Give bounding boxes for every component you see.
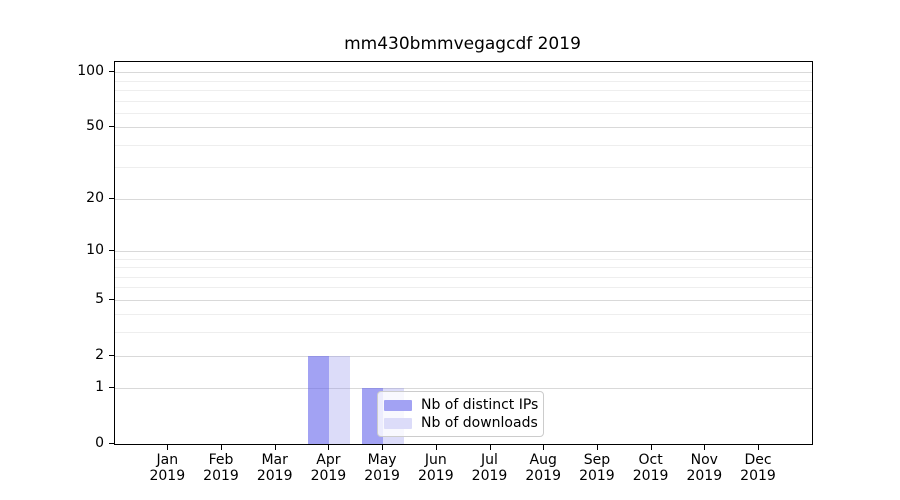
y-gridline-minor xyxy=(115,167,812,169)
legend-item-distinct-ips: Nb of distinct IPs xyxy=(384,396,543,414)
x-tick-label: Apr 2019 xyxy=(300,452,356,484)
x-tick-label-line: Aug xyxy=(529,452,557,468)
x-tick xyxy=(489,445,491,450)
y-tick xyxy=(109,387,114,389)
x-tick-label: Sep 2019 xyxy=(569,452,625,484)
x-tick-label-line: Jul xyxy=(481,452,498,468)
x-tick-label-line: Sep xyxy=(583,452,611,468)
y-tick xyxy=(109,354,114,356)
y-tick-label: 2 xyxy=(95,346,104,363)
legend-swatch-distinct-ips xyxy=(384,399,412,411)
x-tick-label: Dec 2019 xyxy=(730,452,786,484)
x-tick xyxy=(596,445,598,450)
y-tick-label: 100 xyxy=(77,63,104,80)
legend-item-downloads: Nb of downloads xyxy=(384,414,543,432)
x-tick xyxy=(328,445,330,450)
x-tick xyxy=(543,445,545,450)
y-gridline-minor xyxy=(115,112,812,114)
x-tick-label-line: Apr xyxy=(316,452,341,468)
y-tick xyxy=(109,298,114,300)
x-tick-label: Feb 2019 xyxy=(193,452,249,484)
x-tick-label: Jul 2019 xyxy=(462,452,518,484)
x-tick-label-line: 2019 xyxy=(579,467,615,484)
y-tick-label: 10 xyxy=(86,241,104,258)
x-tick-label-line: 2019 xyxy=(203,467,239,484)
y-tick-label: 50 xyxy=(86,118,104,135)
x-tick-label: Jun 2019 xyxy=(408,452,464,484)
y-tick-label: 5 xyxy=(95,290,104,307)
x-tick-label-line: Mar xyxy=(261,452,288,468)
legend-label-downloads: Nb of downloads xyxy=(421,415,538,431)
bar-distinct-ips xyxy=(308,355,330,444)
x-tick-label-line: 2019 xyxy=(471,467,508,484)
x-tick-label-line: Nov xyxy=(690,452,718,468)
x-tick xyxy=(221,445,222,450)
y-tick xyxy=(109,197,114,199)
y-gridline-minor xyxy=(115,332,812,334)
y-gridline-major xyxy=(115,127,812,129)
x-tick-label-line: 2019 xyxy=(525,467,561,484)
x-tick xyxy=(758,445,759,450)
y-gridline-minor xyxy=(115,100,812,102)
y-tick xyxy=(109,71,114,73)
x-tick-label: Mar 2019 xyxy=(247,452,303,484)
legend: Nb of distinct IPs Nb of downloads xyxy=(377,391,544,437)
y-gridline-minor xyxy=(115,287,812,289)
chart-title: mm430bmmvegagcdf 2019 xyxy=(344,34,581,54)
x-tick xyxy=(382,445,384,450)
x-tick-label: Jan 2019 xyxy=(139,452,195,484)
y-tick-label: 1 xyxy=(95,379,104,396)
x-tick-label-line: 2019 xyxy=(740,467,776,484)
x-tick-label-line: Dec xyxy=(744,452,772,468)
plot-area xyxy=(114,61,813,445)
y-gridline-major xyxy=(115,72,812,74)
x-tick-label: Aug 2019 xyxy=(515,452,571,484)
x-tick-label-line: 2019 xyxy=(310,467,347,484)
y-gridline-major xyxy=(115,250,812,252)
y-gridline-minor xyxy=(115,144,812,146)
x-tick-label-line: Oct xyxy=(638,452,663,468)
y-tick xyxy=(109,249,114,251)
y-gridline-minor xyxy=(115,90,812,91)
y-gridline-minor xyxy=(115,80,812,82)
y-tick-label: 20 xyxy=(86,189,104,206)
y-tick-label: 0 xyxy=(95,435,104,451)
bar-downloads xyxy=(329,355,351,444)
x-tick-label-line: 2019 xyxy=(686,467,723,484)
x-tick xyxy=(274,445,276,450)
legend-swatch-downloads xyxy=(384,417,412,429)
x-tick-label-line: Jan xyxy=(156,452,179,468)
x-tick-label-line: 2019 xyxy=(632,467,669,484)
x-tick xyxy=(167,445,169,450)
x-tick-label-line: 2019 xyxy=(364,467,400,484)
y-gridline-minor xyxy=(115,276,812,278)
x-tick-label-line: 2019 xyxy=(256,467,293,484)
y-tick xyxy=(109,443,114,444)
y-gridline-minor xyxy=(115,314,812,316)
x-tick xyxy=(704,445,706,450)
x-tick-label-line: Jun xyxy=(424,452,447,468)
x-tick-label-line: May xyxy=(367,452,397,468)
y-gridline-major xyxy=(115,198,812,200)
x-tick xyxy=(650,445,652,450)
y-gridline-major xyxy=(115,388,812,390)
x-tick-label-line: 2019 xyxy=(149,467,186,484)
x-tick-label: May 2019 xyxy=(354,452,410,484)
y-gridline-major xyxy=(115,299,812,301)
legend-label-distinct-ips: Nb of distinct IPs xyxy=(421,397,539,413)
x-tick-label-line: 2019 xyxy=(417,467,454,484)
y-tick xyxy=(109,126,114,128)
x-tick-label: Oct 2019 xyxy=(623,452,679,484)
x-tick-label-line: Feb xyxy=(208,452,234,468)
y-gridline-major xyxy=(115,355,812,357)
y-gridline-minor xyxy=(115,258,812,260)
y-gridline-minor xyxy=(115,267,812,268)
x-tick-label: Nov 2019 xyxy=(676,452,732,484)
x-tick xyxy=(435,445,437,450)
